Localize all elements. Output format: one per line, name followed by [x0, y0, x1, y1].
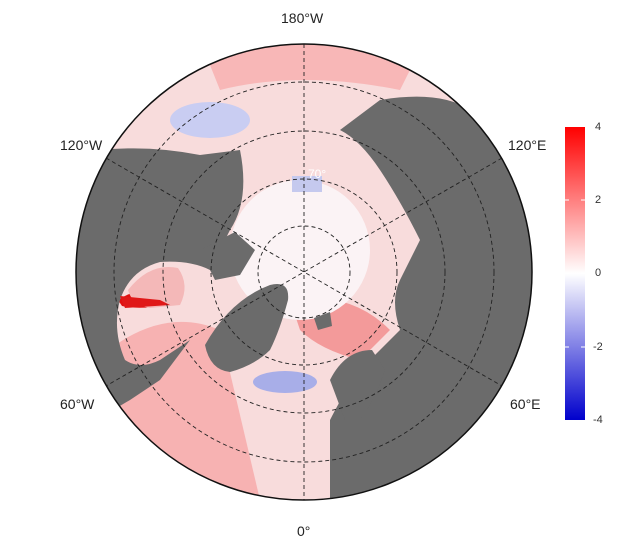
land-scandinavia: [330, 350, 385, 420]
hudson-bay-warm: [120, 296, 170, 308]
lon-label-180w: 180°W: [281, 10, 324, 26]
colorbar-label-0: 0: [595, 267, 602, 279]
colorbar-label-neg4: -4: [593, 414, 603, 426]
map-border: [75, 43, 533, 501]
lat-circle-50: [113, 81, 495, 463]
colorbar-ticks: [565, 199, 585, 348]
land-canadian-archipelago: [200, 232, 255, 280]
cool-anomaly-beaufort: [170, 102, 250, 138]
lon-label-60e: 60°E: [510, 396, 541, 412]
land-eurasia: [330, 96, 532, 500]
hudson-bay-water: [128, 266, 185, 308]
lat-label-70: 70°: [308, 167, 326, 181]
lon-label-0: 0°: [297, 523, 311, 539]
land-greenland: [205, 284, 289, 372]
colorbar-label-2: 2: [595, 194, 602, 206]
lon-label-120e: 120°E: [508, 137, 547, 153]
lat-circle-60: [162, 130, 446, 414]
lon-label-120w: 120°W: [60, 137, 103, 153]
land: [76, 96, 532, 500]
land-svalbard: [314, 312, 332, 330]
graticule: [105, 44, 503, 500]
meridian-120e-60w: [105, 157, 503, 387]
lon-label-60w: 60°W: [60, 396, 95, 412]
colorbar-label-4: 4: [595, 121, 602, 133]
land-north-america: [76, 148, 244, 421]
meridian-120w-60e: [105, 157, 503, 387]
colorbar-label-neg2: -2: [593, 341, 603, 353]
map-disc: 70°: [76, 44, 532, 500]
cool-anomaly-greenland-sea: [253, 371, 317, 393]
colorbar: [565, 127, 585, 420]
central-arctic-field: [230, 180, 370, 320]
